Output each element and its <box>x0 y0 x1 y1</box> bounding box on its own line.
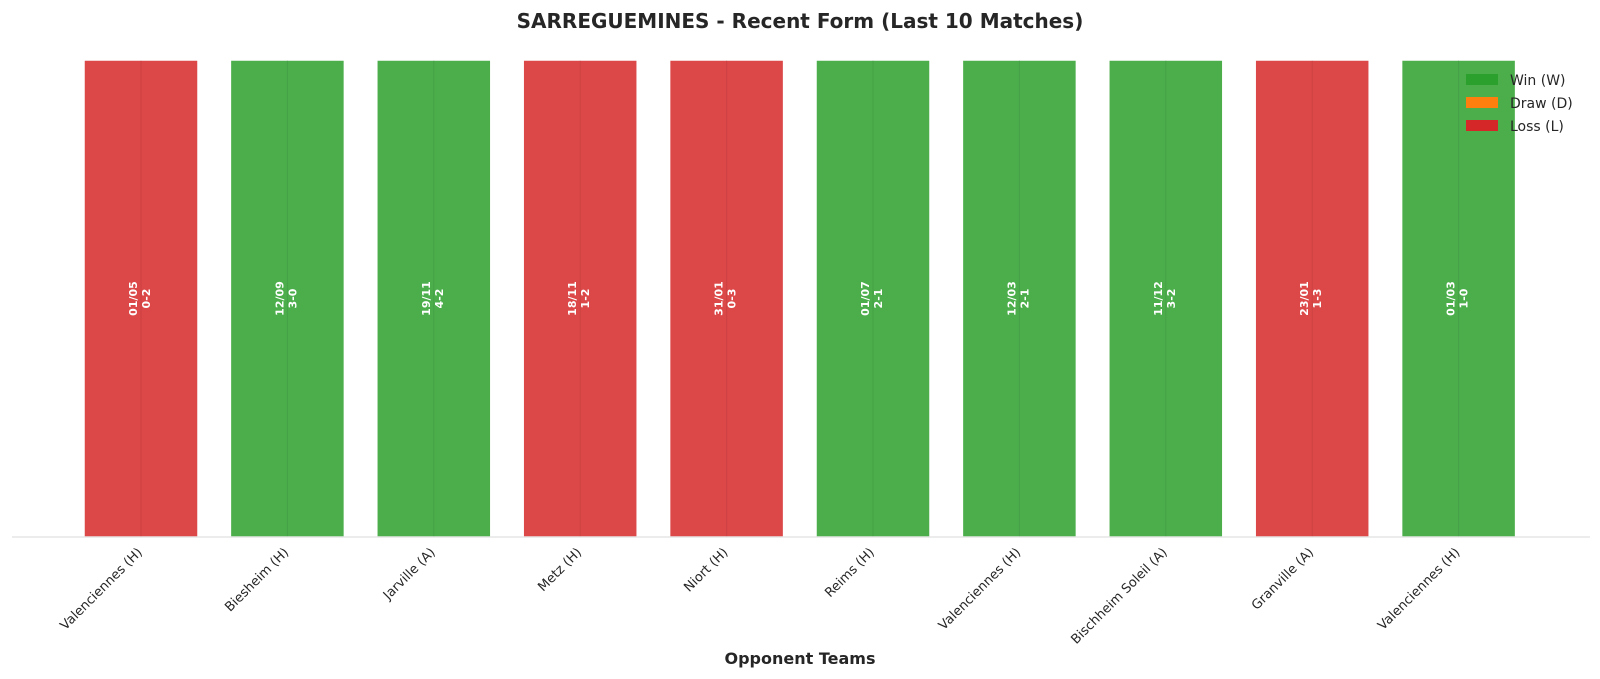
legend-swatch-l <box>1466 120 1498 131</box>
bar-1 <box>83 59 199 538</box>
x-tick-label-1: Valenciennes (H) <box>58 545 146 633</box>
x-tick-label-6: Reims (H) <box>822 545 878 601</box>
x-tick-label-9: Granville (A) <box>1249 545 1317 613</box>
legend-swatch-d <box>1466 97 1498 108</box>
bars-group: 01/050-2 12/093-0 19/114-2 18/111-2 31/010-3… <box>83 59 1517 538</box>
bar-label-3: 19/114-2 <box>420 281 446 316</box>
x-axis-label: Opponent Teams <box>725 649 876 668</box>
bar-label-7: 12/032-1 <box>1005 281 1031 316</box>
legend-swatch-w <box>1466 74 1498 85</box>
bar-3 <box>376 59 492 538</box>
bar-label-2: 12/093-0 <box>273 281 299 316</box>
legend-label-d: Draw (D) <box>1510 96 1573 112</box>
legend: Win (W) Draw (D) Loss (L) <box>1466 73 1573 135</box>
x-tick-label-5: Niort (H) <box>681 545 731 595</box>
chart-title: SARREGUEMINES - Recent Form (Last 10 Mat… <box>517 9 1084 33</box>
x-tick-label-10: Valenciennes (H) <box>1375 545 1463 633</box>
bar-label-1: 01/050-2 <box>127 281 153 316</box>
x-tick-label-7: Valenciennes (H) <box>936 545 1024 633</box>
x-tick-label-4: Metz (H) <box>535 545 585 595</box>
legend-label-l: Loss (L) <box>1510 119 1564 135</box>
bar-label-10: 01/031-0 <box>1445 281 1471 316</box>
x-tick-labels: Valenciennes (H) Biesheim (H) Jarville (A)… <box>58 545 1464 647</box>
bar-6 <box>815 59 931 538</box>
x-tick-label-2: Biesheim (H) <box>222 545 292 615</box>
bar-7 <box>961 59 1078 538</box>
bar-label-8: 11/123-2 <box>1152 281 1178 316</box>
bar-2 <box>229 59 346 538</box>
bar-8 <box>1108 59 1224 538</box>
bar-label-6: 01/072-1 <box>859 281 885 316</box>
legend-label-w: Win (W) <box>1510 73 1566 89</box>
x-tick-label-3: Jarville (A) <box>380 545 439 604</box>
bar-label-4: 18/111-2 <box>566 281 592 316</box>
bar-9 <box>1254 59 1370 538</box>
bar-10 <box>1400 59 1517 538</box>
bar-label-5: 31/010-3 <box>713 281 739 316</box>
bar-label-9: 23/011-3 <box>1298 281 1324 316</box>
x-tick-label-8: Bischheim Soleil (A) <box>1068 545 1170 647</box>
